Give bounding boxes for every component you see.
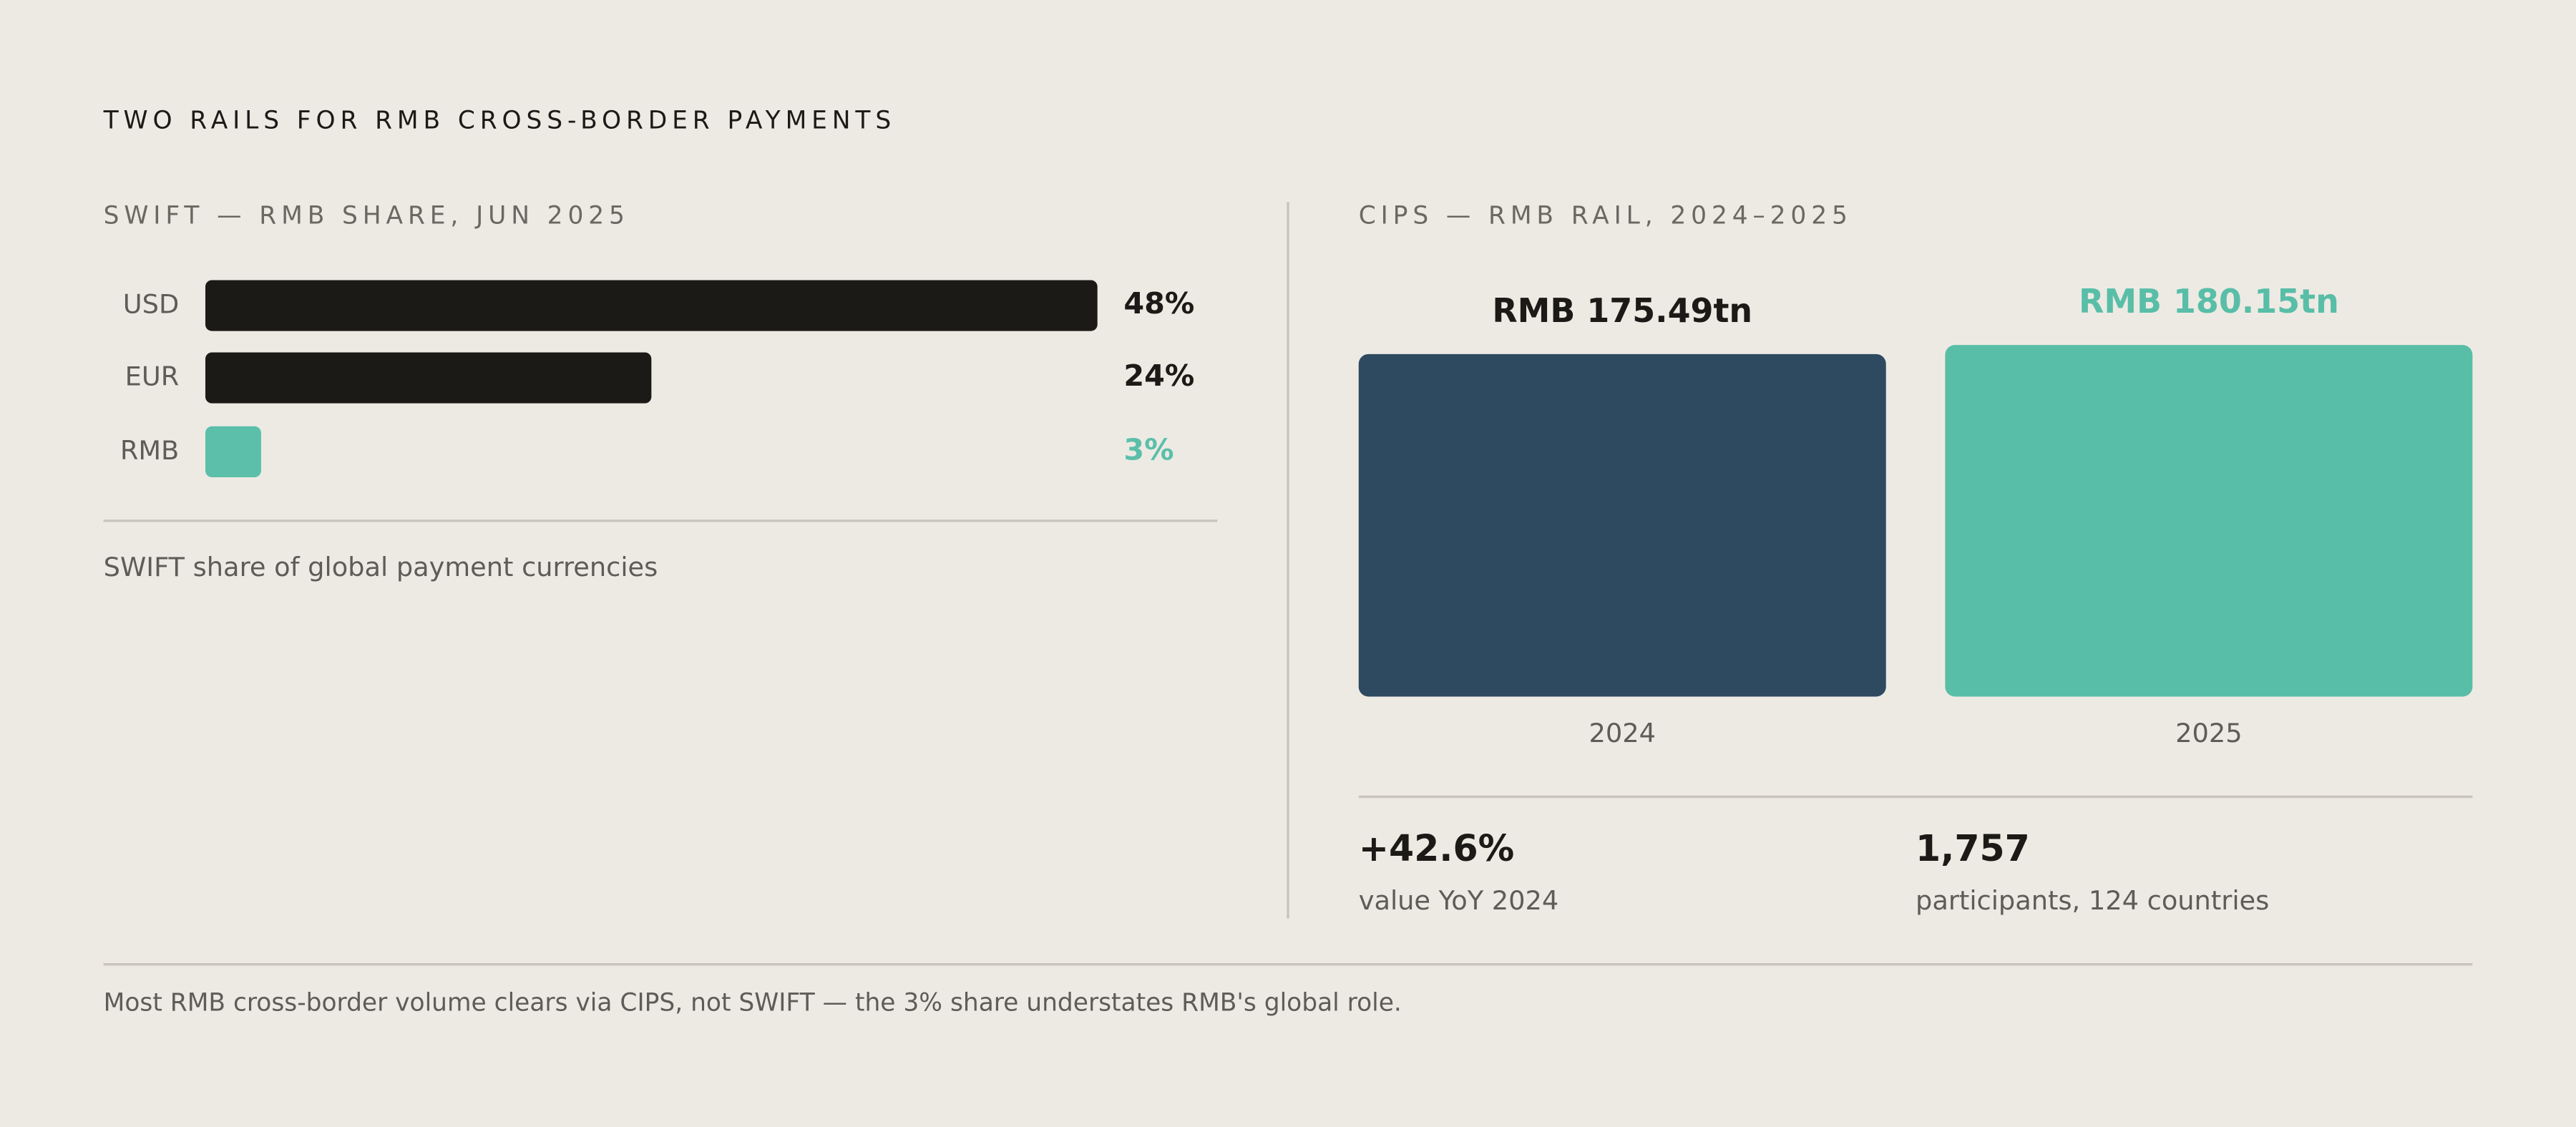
value-label: 48% bbox=[1123, 286, 1194, 321]
bar bbox=[205, 280, 1098, 331]
category-label: EUR bbox=[125, 361, 180, 392]
stat-label: value YoY 2024 bbox=[1359, 885, 1559, 916]
bar bbox=[1945, 345, 2473, 697]
category-label: RMB bbox=[120, 435, 179, 466]
bar bbox=[205, 352, 652, 404]
bar bbox=[1358, 353, 1886, 697]
value-label: 24% bbox=[1123, 358, 1194, 393]
caption: SWIFT share of global payment currencies bbox=[104, 552, 658, 582]
footnote: Most RMB cross-border volume clears via … bbox=[104, 988, 1402, 1017]
chart-title: SWIFT — RMB SHARE, JUN 2025 bbox=[104, 202, 630, 230]
stat-value: 1,757 bbox=[1916, 827, 2030, 869]
chart-title: CIPS — RMB RAIL, 2024–2025 bbox=[1359, 202, 1853, 230]
x-tick-label: 2025 bbox=[2175, 718, 2242, 748]
value-label: RMB 175.49tn bbox=[1492, 291, 1752, 330]
value-label: 3% bbox=[1123, 432, 1174, 467]
page-title: TWO RAILS FOR RMB CROSS-BORDER PAYMENTS bbox=[103, 106, 896, 135]
x-tick-label: 2024 bbox=[1589, 718, 1655, 748]
category-label: USD bbox=[123, 289, 179, 320]
bar bbox=[205, 426, 261, 477]
stat-label: participants, 124 countries bbox=[1916, 885, 2269, 916]
value-label: RMB 180.15tn bbox=[2079, 282, 2339, 321]
stat-value: +42.6% bbox=[1359, 827, 1515, 869]
